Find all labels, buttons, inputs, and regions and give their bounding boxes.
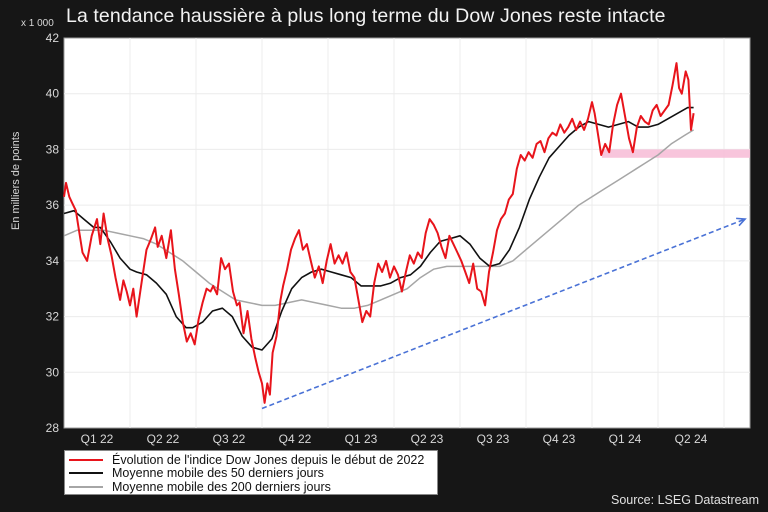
legend-label-ma200: Moyenne mobile des 200 derniers jours: [112, 479, 331, 494]
legend-label-dow: Évolution de l'indice Dow Jones depuis l…: [112, 452, 425, 467]
x-tick-label: Q3 22: [213, 432, 246, 446]
y-tick-label: 42: [46, 31, 60, 45]
legend-swatch-ma50: [69, 472, 103, 475]
y-unit-label: x 1 000: [21, 18, 54, 29]
x-axis-ticks: Q1 22 Q2 22 Q3 22 Q4 22 Q1 23 Q2 23 Q3 23 Q4 23…: [81, 432, 708, 446]
legend-swatch-ma200: [69, 485, 103, 488]
trend-arrow: [261, 217, 747, 410]
legend-item-ma200: Moyenne mobile des 200 derniers jours: [69, 480, 437, 494]
x-tick-label: Q2 23: [411, 432, 444, 446]
x-tick-label: Q2 22: [147, 432, 180, 446]
y-tick-label: 32: [46, 310, 60, 324]
x-tick-label: Q4 22: [279, 432, 312, 446]
ma200-line: [63, 129, 694, 309]
x-tick-label: Q1 23: [345, 432, 378, 446]
trend-arrow-head: [736, 217, 747, 227]
legend: Évolution de l'indice Dow Jones depuis l…: [64, 450, 438, 495]
source-credit: Source: LSEG Datastream: [611, 493, 759, 507]
support-band: [601, 149, 750, 158]
x-tick-label: Q1 24: [609, 432, 642, 446]
y-tick-label: 36: [46, 198, 60, 212]
plot-area: [63, 37, 751, 429]
trend-arrow-line: [261, 218, 746, 410]
dow-line: [63, 62, 695, 404]
x-tick-label: Q1 22: [81, 432, 114, 446]
support-band-rect: [601, 149, 750, 158]
legend-item-ma50: Moyenne mobile des 50 derniers jours: [69, 466, 437, 481]
x-tick-label: Q3 23: [477, 432, 510, 446]
y-tick-label: 30: [46, 365, 60, 379]
grid-lines: [64, 38, 750, 428]
y-tick-label: 28: [46, 421, 60, 435]
legend-label-ma50: Moyenne mobile des 50 derniers jours: [112, 466, 324, 481]
legend-item-dow: Évolution de l'indice Dow Jones depuis l…: [69, 453, 437, 467]
x-tick-label: Q4 23: [543, 432, 576, 446]
legend-swatch-dow: [69, 458, 103, 461]
y-tick-label: 38: [46, 142, 60, 156]
series-lines: [63, 62, 695, 404]
y-tick-label: 34: [46, 254, 60, 268]
chart-title: La tendance haussière à plus long terme …: [66, 5, 666, 27]
ma50-line: [63, 106, 694, 351]
y-tick-label: 40: [46, 87, 60, 101]
x-tick-label: Q2 24: [675, 432, 708, 446]
y-axis-ticks: 28 30 32 34 36 38 40 42: [46, 31, 60, 435]
